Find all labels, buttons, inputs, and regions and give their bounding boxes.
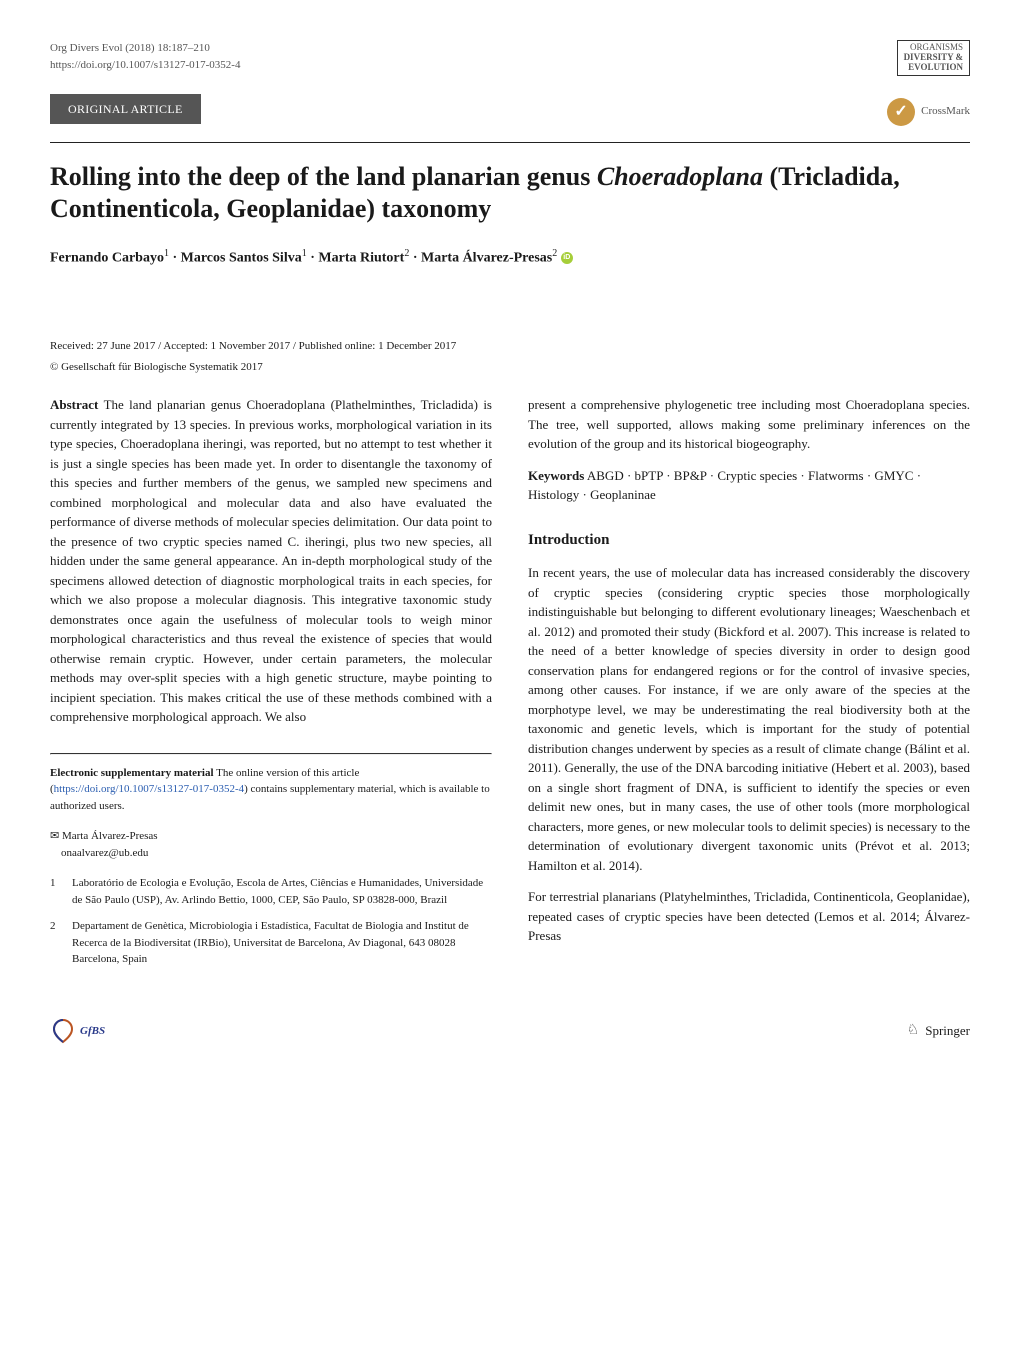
dates: Received: 27 June 2017 / Accepted: 1 Nov… (50, 338, 970, 355)
intro-heading: Introduction (528, 529, 970, 552)
journal-logo: ORGANISMS DIVERSITY & EVOLUTION (897, 40, 970, 76)
keywords-text: ABGD · bPTP · BP&P · Cryptic species · F… (528, 468, 921, 503)
envelope-icon: ✉ (50, 828, 59, 845)
abstract-continued: present a comprehensive phylogenetic tre… (528, 395, 970, 454)
divider (50, 142, 970, 143)
article-type-bar: ORIGINAL ARTICLE (50, 94, 970, 134)
doi: https://doi.org/10.1007/s13127-017-0352-… (50, 57, 897, 74)
affil-text-2: Departament de Genètica, Microbiologia i… (72, 918, 492, 968)
header-right: ORGANISMS DIVERSITY & EVOLUTION (897, 40, 970, 76)
crossmark-label: CrossMark (921, 103, 970, 120)
gfbs-icon (50, 1018, 76, 1044)
affil-text-1: Laboratório de Ecologia e Evolução, Esco… (72, 875, 492, 908)
corresp-email: onaalvarez@ub.edu (61, 847, 148, 859)
authors: Fernando Carbayo1 · Marcos Santos Silva1… (50, 246, 970, 269)
affiliations: 1 Laboratório de Ecologia e Evolução, Es… (50, 875, 492, 968)
article-title: Rolling into the deep of the land planar… (50, 161, 970, 226)
footer: GfBS ♘ Springer (50, 1018, 970, 1044)
right-column: present a comprehensive phylogenetic tre… (528, 395, 970, 978)
header-left: Org Divers Evol (2018) 18:187–210 https:… (50, 40, 897, 73)
left-column: Abstract The land planarian genus Choera… (50, 395, 492, 978)
header-meta: Org Divers Evol (2018) 18:187–210 https:… (50, 40, 970, 76)
springer-text: Springer (925, 1021, 970, 1041)
affiliation-1: 1 Laboratório de Ecologia e Evolução, Es… (50, 875, 492, 908)
intro-para-2: For terrestrial planarians (Platyhelmint… (528, 887, 970, 946)
orcid-icon[interactable] (561, 252, 573, 264)
keywords-label: Keywords (528, 468, 584, 483)
crossmark[interactable]: CrossMark (887, 98, 970, 126)
journal-logo-line3: EVOLUTION (904, 63, 963, 73)
affil-num-1: 1 (50, 875, 62, 908)
intro-para-1: In recent years, the use of molecular da… (528, 563, 970, 875)
article-type: ORIGINAL ARTICLE (50, 94, 201, 124)
abstract-label: Abstract (50, 397, 98, 412)
keywords: Keywords ABGD · bPTP · BP&P · Cryptic sp… (528, 466, 970, 505)
copyright: © Gesellschaft für Biologische Systemati… (50, 359, 970, 376)
esm-label: Electronic supplementary material (50, 767, 214, 779)
abstract: Abstract The land planarian genus Choera… (50, 395, 492, 727)
crossmark-icon (887, 98, 915, 126)
springer-logo: ♘ Springer (907, 1020, 970, 1041)
gfbs-text: GfBS (80, 1023, 105, 1040)
springer-icon: ♘ (907, 1020, 920, 1041)
esm: Electronic supplementary material The on… (50, 765, 492, 815)
corresp-name: Marta Álvarez-Presas (62, 830, 158, 842)
correspondence: ✉ Marta Álvarez-Presas onaalvarez@ub.edu (50, 828, 492, 861)
esm-link[interactable]: https://doi.org/10.1007/s13127-017-0352-… (54, 783, 244, 795)
esm-divider (50, 753, 492, 755)
two-column-body: Abstract The land planarian genus Choera… (50, 395, 970, 978)
abstract-text-left: The land planarian genus Choeradoplana (… (50, 397, 492, 724)
gfbs-logo: GfBS (50, 1018, 105, 1044)
affiliation-2: 2 Departament de Genètica, Microbiologia… (50, 918, 492, 968)
affil-num-2: 2 (50, 918, 62, 968)
journal-ref: Org Divers Evol (2018) 18:187–210 (50, 40, 897, 57)
